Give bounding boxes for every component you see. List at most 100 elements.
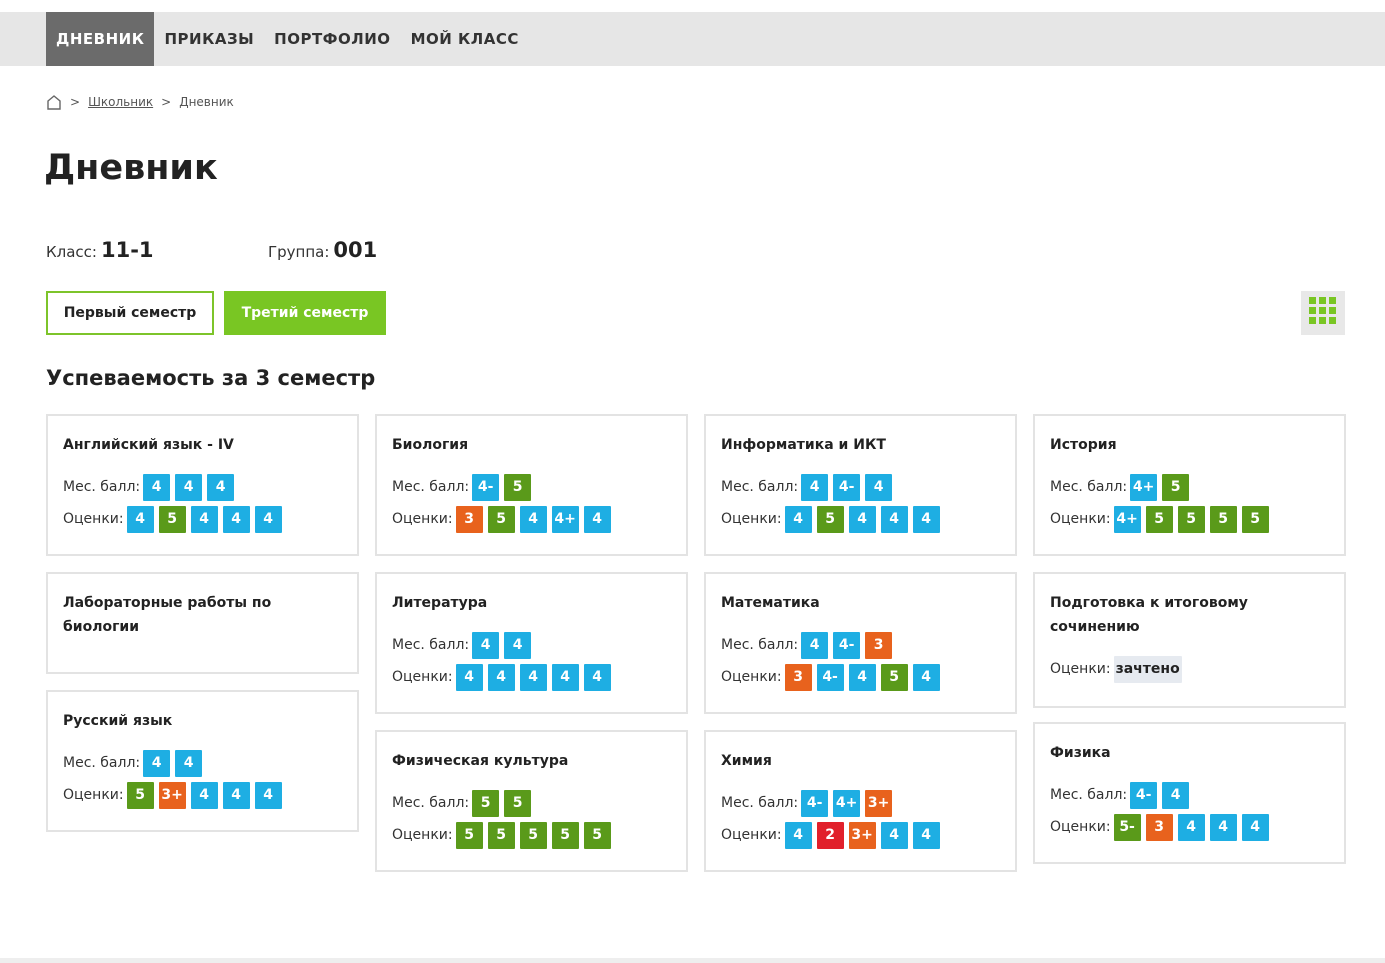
subject-card[interactable]: Химия Мес. балл: 4- 4+ 3+ Оценки: 4 2 3+ 4 4 — [704, 730, 1017, 872]
subject-card[interactable]: Информатика и ИКТ Мес. балл: 4 4- 4 Оценки: 4 5… — [704, 414, 1017, 556]
grade-badge[interactable]: 3 — [784, 663, 812, 691]
grade-badge[interactable]: 4 — [880, 505, 908, 533]
grade-badge[interactable]: 4 — [190, 781, 218, 809]
grade-badge[interactable]: 5 — [880, 663, 908, 691]
grade-badge[interactable]: 5 — [1162, 473, 1190, 501]
grade-badge[interactable]: 4+ — [551, 505, 579, 533]
grade-badge[interactable]: 5 — [1145, 505, 1173, 533]
grade-badge[interactable]: 4 — [912, 821, 940, 849]
grade-badge[interactable]: 3+ — [865, 789, 893, 817]
grade-badge[interactable]: 4 — [126, 505, 154, 533]
grade-badge[interactable]: 5 — [455, 821, 483, 849]
grade-badge[interactable]: 4 — [504, 631, 532, 659]
grade-badge[interactable]: 4 — [1241, 813, 1269, 841]
grade-badge[interactable]: 4 — [1177, 813, 1205, 841]
grade-badge[interactable]: 4 — [848, 663, 876, 691]
subject-card[interactable]: Подготовка к итоговому сочинению Оценки: з… — [1033, 572, 1346, 708]
grade-badge[interactable]: 5 — [1177, 505, 1205, 533]
grade-badge[interactable]: 5 — [472, 789, 500, 817]
subject-card[interactable]: Физическая культура Мес. балл: 5 5 Оценки: 5 5… — [375, 730, 688, 872]
grade-badge[interactable]: 3 — [1145, 813, 1173, 841]
subject-card[interactable]: Биология Мес. балл: 4- 5 Оценки: 3 5 4 4+ 4 — [375, 414, 688, 556]
nav-diary[interactable]: ДНЕВНИК — [46, 12, 155, 66]
grade-badge[interactable]: 5 — [504, 789, 532, 817]
grade-badge[interactable]: 4- — [801, 789, 829, 817]
grade-badge[interactable]: 4 — [784, 821, 812, 849]
grade-badge[interactable]: 4 — [175, 749, 203, 777]
grade-badge[interactable]: 4 — [912, 663, 940, 691]
nav-orders[interactable]: ПРИКАЗЫ — [164, 30, 255, 48]
grade-badge[interactable]: 3+ — [848, 821, 876, 849]
third-semester-button[interactable]: Третий семестр — [224, 291, 386, 335]
grade-badge[interactable]: 4 — [583, 505, 611, 533]
grade-badge[interactable]: 4- — [816, 663, 844, 691]
grade-badge[interactable]: 5 — [126, 781, 154, 809]
grade-badge[interactable]: 4 — [880, 821, 908, 849]
grade-badge[interactable]: 5 — [504, 473, 532, 501]
grade-badge[interactable]: 4- — [833, 631, 861, 659]
grade-badge[interactable]: 4- — [833, 473, 861, 501]
grade-badge[interactable]: 4+ — [1130, 473, 1158, 501]
subject-card[interactable]: Физика Мес. балл: 4- 4 Оценки: 5- 3 4 4 4 — [1033, 722, 1346, 864]
grade-badge[interactable]: 4 — [222, 505, 250, 533]
grade-badge[interactable]: 5 — [816, 505, 844, 533]
first-semester-button[interactable]: Первый семестр — [46, 291, 214, 335]
grade-badge[interactable]: 4 — [487, 663, 515, 691]
grade-badge[interactable]: 4 — [190, 505, 218, 533]
nav-my-class[interactable]: МОЙ КЛАСС — [410, 30, 519, 48]
subject-card[interactable]: Математика Мес. балл: 4 4- 3 Оценки: 3 4- 4 5 4 — [704, 572, 1017, 714]
grade-badge[interactable]: 3 — [865, 631, 893, 659]
subject-card[interactable]: Русский язык Мес. балл: 4 4 Оценки: 5 3+ 4 4 4 — [46, 690, 359, 832]
grade-badge[interactable]: 4 — [143, 473, 171, 501]
grade-badge[interactable]: 5 — [583, 821, 611, 849]
grade-badge[interactable]: 4 — [455, 663, 483, 691]
subject-title: Подготовка к итоговому сочинению — [1050, 595, 1248, 635]
grade-badge[interactable]: 4 — [801, 631, 829, 659]
grade-badge[interactable]: 5 — [1209, 505, 1237, 533]
pass-badge[interactable]: зачтено — [1113, 655, 1182, 683]
grade-badge[interactable]: 5 — [1241, 505, 1269, 533]
grade-badge[interactable]: 3 — [455, 505, 483, 533]
grade-badge[interactable]: 4 — [222, 781, 250, 809]
grades-label: Оценки: — [1050, 819, 1111, 835]
grade-badge[interactable]: 4 — [207, 473, 235, 501]
grade-badge[interactable]: 4 — [254, 505, 282, 533]
grade-badge[interactable]: 4 — [912, 505, 940, 533]
grade-badge[interactable]: 5 — [487, 821, 515, 849]
grade-badge[interactable]: 4 — [551, 663, 579, 691]
grade-badge[interactable]: 4- — [1130, 781, 1158, 809]
grade-badge[interactable]: 4 — [519, 505, 547, 533]
home-icon[interactable] — [46, 94, 62, 110]
grade-badge[interactable]: 4 — [472, 631, 500, 659]
grade-badge[interactable]: 2 — [816, 821, 844, 849]
grade-badge[interactable]: 4 — [175, 473, 203, 501]
subject-card[interactable]: Лабораторные работы по биологии — [46, 572, 359, 674]
grade-badge[interactable]: 4 — [801, 473, 829, 501]
grade-badges: 5 3+ 4 4 4 — [126, 781, 287, 809]
grade-badge[interactable]: 5 — [551, 821, 579, 849]
grid-view-toggle[interactable] — [1301, 291, 1345, 335]
grade-badge[interactable]: 4 — [865, 473, 893, 501]
subject-card[interactable]: Литература Мес. балл: 4 4 Оценки: 4 4 4 4 4 — [375, 572, 688, 714]
grade-badge[interactable]: 4 — [519, 663, 547, 691]
grade-badge[interactable]: 5 — [519, 821, 547, 849]
nav-portfolio[interactable]: ПОРТФОЛИО — [274, 30, 391, 48]
grade-badges: 4- 4 — [1130, 781, 1194, 809]
grade-badge[interactable]: 4+ — [1113, 505, 1141, 533]
grade-badge[interactable]: 4- — [472, 473, 500, 501]
subject-card[interactable]: Английский язык - IV Мес. балл: 4 4 4 Оценки:… — [46, 414, 359, 556]
grade-badge[interactable]: 4 — [583, 663, 611, 691]
grade-badge[interactable]: 4 — [848, 505, 876, 533]
grade-badge[interactable]: 4 — [784, 505, 812, 533]
subject-card[interactable]: История Мес. балл: 4+ 5 Оценки: 4+ 5 5 5 5 — [1033, 414, 1346, 556]
grade-badge[interactable]: 4 — [1209, 813, 1237, 841]
grade-badge[interactable]: 5 — [158, 505, 186, 533]
grade-badge[interactable]: 5- — [1113, 813, 1141, 841]
grade-badge[interactable]: 4+ — [833, 789, 861, 817]
grade-badge[interactable]: 3+ — [158, 781, 186, 809]
grade-badge[interactable]: 4 — [1162, 781, 1190, 809]
breadcrumb-link-student[interactable]: Школьник — [88, 95, 154, 109]
grade-badge[interactable]: 5 — [487, 505, 515, 533]
grade-badge[interactable]: 4 — [143, 749, 171, 777]
grade-badge[interactable]: 4 — [254, 781, 282, 809]
